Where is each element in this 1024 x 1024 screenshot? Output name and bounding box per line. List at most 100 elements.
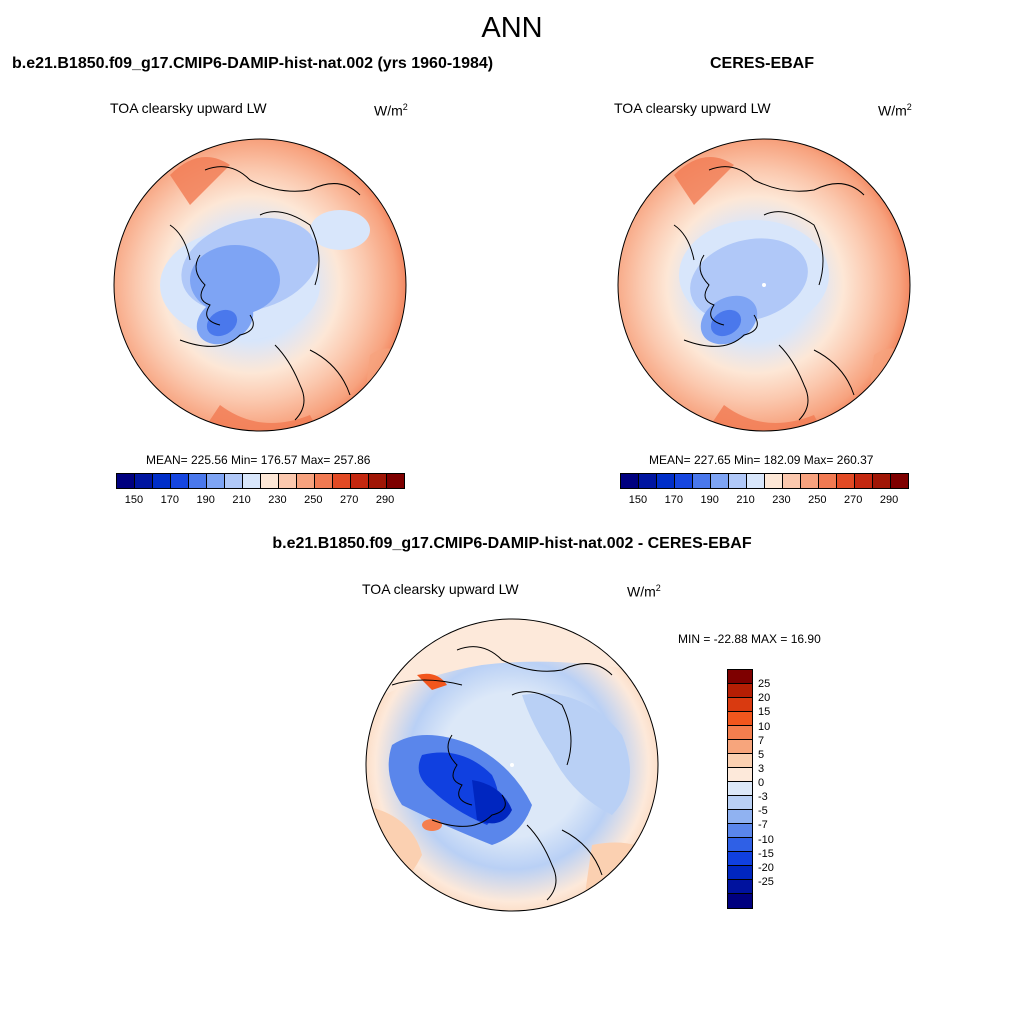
colorbar-tick-label: 230	[268, 494, 287, 506]
colorbar-swatch	[261, 474, 279, 488]
colorbar-swatch	[728, 866, 752, 880]
colorbar-level-label: 20	[758, 692, 771, 705]
colorbar-swatch	[728, 824, 752, 838]
colorbar-level-label: 25	[758, 678, 771, 691]
figure-title: ANN	[481, 12, 543, 44]
colorbar-tick-label: 190	[196, 494, 215, 506]
colorbar-level-label: -5	[758, 805, 768, 818]
colorbar-swatch	[728, 712, 752, 726]
colorbar-level-label: 7	[758, 734, 765, 747]
panel3-title: b.e21.B1850.f09_g17.CMIP6-DAMIP-hist-nat…	[272, 535, 752, 552]
colorbar-tick-label: 150	[628, 494, 648, 506]
panel2-polar-map	[617, 138, 911, 432]
panel1-stats: MEAN= 225.56 Min= 176.57 Max= 257.86	[146, 453, 371, 467]
colorbar-level-label: 0	[758, 777, 765, 790]
colorbar-swatch	[891, 474, 908, 488]
colorbar-swatch	[819, 474, 837, 488]
panel3-units: W/m2	[627, 583, 661, 600]
colorbar-swatch	[189, 474, 207, 488]
colorbar-swatch	[728, 796, 752, 810]
panel3-variable-label: TOA clearsky upward LW	[362, 581, 519, 597]
colorbar-swatch	[728, 768, 752, 782]
colorbar-swatch	[225, 474, 243, 488]
colorbar-swatch	[728, 670, 752, 684]
colorbar-level-label: -20	[758, 861, 774, 874]
colorbar-tick-label: 210	[736, 494, 755, 506]
colorbar-level-label: 5	[758, 748, 765, 761]
panel1-colorbar	[116, 473, 405, 489]
colorbar-swatch	[315, 474, 333, 488]
panel2-colorbar-ticks: 150 170 190 210 230 250 270 290	[620, 494, 907, 508]
colorbar-swatch	[765, 474, 783, 488]
panel2-title: CERES-EBAF	[710, 55, 815, 72]
colorbar-level-label: 15	[758, 706, 771, 719]
colorbar-swatch	[693, 474, 711, 488]
colorbar-swatch	[747, 474, 765, 488]
colorbar-level-label: 10	[758, 720, 771, 733]
panel3-colorbar-labels: 25 20 15 10 7 5 3 0 -3 -5 -7 -10 -15 -20 -25	[758, 669, 798, 909]
colorbar-tick-label: 170	[664, 494, 683, 506]
colorbar-swatch	[153, 474, 171, 488]
panel3-stats: MIN = -22.88 MAX = 16.90	[678, 632, 821, 646]
colorbar-swatch	[728, 740, 752, 754]
colorbar-swatch	[279, 474, 297, 488]
panel2-variable-label: TOA clearsky upward LW	[614, 100, 771, 116]
colorbar-level-label: 3	[758, 762, 765, 775]
colorbar-tick-label: 290	[375, 494, 395, 506]
colorbar-swatch	[369, 474, 387, 488]
colorbar-swatch	[387, 474, 404, 488]
panel3-polar-map	[365, 618, 659, 912]
colorbar-swatch	[728, 782, 752, 796]
colorbar-swatch	[711, 474, 729, 488]
colorbar-level-label: -25	[758, 876, 774, 888]
colorbar-tick-label: 210	[232, 494, 251, 506]
panel1-colorbar-ticks: 150 170 190 210 230 250 270 290	[116, 494, 403, 508]
colorbar-tick-label: 250	[304, 494, 323, 506]
colorbar-tick-label: 290	[879, 494, 899, 506]
colorbar-swatch	[135, 474, 153, 488]
panel3-colorbar	[727, 669, 753, 909]
colorbar-swatch	[728, 754, 752, 768]
panel1-units: W/m2	[374, 102, 408, 119]
colorbar-swatch	[873, 474, 891, 488]
colorbar-swatch	[728, 894, 752, 908]
colorbar-tick-label: 230	[772, 494, 791, 506]
colorbar-swatch	[837, 474, 855, 488]
colorbar-swatch	[728, 852, 752, 866]
colorbar-swatch	[801, 474, 819, 488]
colorbar-swatch	[783, 474, 801, 488]
colorbar-tick-label: 190	[700, 494, 719, 506]
panel2-colorbar	[620, 473, 909, 489]
colorbar-level-label: -7	[758, 819, 768, 832]
panel2-stats: MEAN= 227.65 Min= 182.09 Max= 260.37	[649, 453, 874, 467]
panel2-units: W/m2	[878, 102, 912, 119]
colorbar-swatch	[675, 474, 693, 488]
colorbar-swatch	[728, 810, 752, 824]
colorbar-swatch	[171, 474, 189, 488]
panel1-polar-map	[113, 138, 407, 432]
colorbar-swatch	[243, 474, 261, 488]
colorbar-tick-label: 170	[160, 494, 179, 506]
colorbar-tick-label: 270	[340, 494, 359, 506]
colorbar-swatch	[333, 474, 351, 488]
colorbar-tick-label: 150	[124, 494, 144, 506]
colorbar-swatch	[855, 474, 873, 488]
colorbar-tick-label: 270	[844, 494, 863, 506]
colorbar-swatch	[117, 474, 135, 488]
colorbar-swatch	[297, 474, 315, 488]
colorbar-swatch	[728, 684, 752, 698]
colorbar-level-label: -15	[758, 847, 774, 860]
colorbar-swatch	[729, 474, 747, 488]
colorbar-tick-label: 250	[808, 494, 827, 506]
panel1-title: b.e21.B1850.f09_g17.CMIP6-DAMIP-hist-nat…	[12, 55, 494, 72]
colorbar-swatch	[639, 474, 657, 488]
panel1-variable-label: TOA clearsky upward LW	[110, 100, 267, 116]
colorbar-swatch	[728, 698, 752, 712]
colorbar-swatch	[728, 880, 752, 894]
colorbar-swatch	[351, 474, 369, 488]
colorbar-swatch	[657, 474, 675, 488]
colorbar-swatch	[728, 726, 752, 740]
colorbar-swatch	[728, 838, 752, 852]
colorbar-level-label: -3	[758, 791, 768, 804]
colorbar-swatch	[621, 474, 639, 488]
